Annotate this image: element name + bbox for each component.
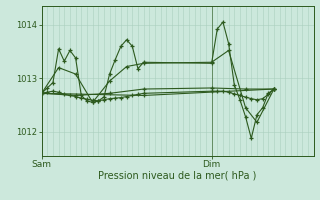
X-axis label: Pression niveau de la mer( hPa ): Pression niveau de la mer( hPa ) — [99, 171, 257, 181]
